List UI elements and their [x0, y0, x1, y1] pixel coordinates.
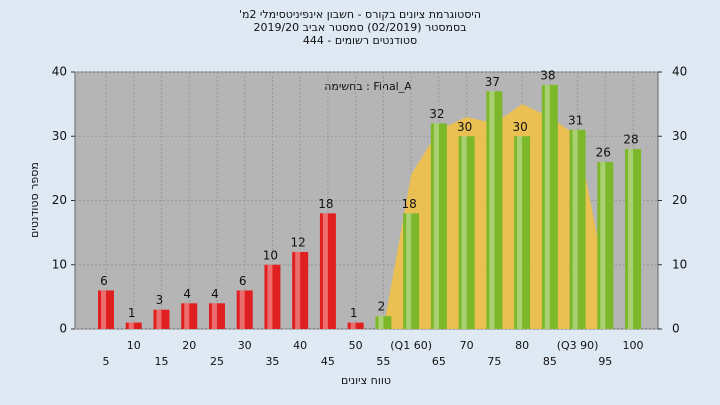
y-tick-label: 20 [52, 193, 67, 207]
y-tick-label: 30 [52, 129, 67, 143]
bar-shine [267, 264, 273, 329]
y2-tick-label: 10 [672, 257, 687, 271]
x-tick-label: 95 [598, 355, 612, 368]
value-label: 2 [378, 300, 386, 314]
value-label: 18 [318, 197, 333, 211]
bar-shine [489, 91, 495, 330]
bar-shine [239, 290, 245, 329]
x-tick-label: 35 [265, 355, 279, 368]
bar-shine [184, 303, 190, 329]
x-tick-label: 45 [321, 355, 335, 368]
bar-shine [350, 322, 356, 329]
bar-shine [378, 316, 384, 329]
bar [375, 316, 392, 329]
bar-shine [211, 303, 217, 329]
bar-shine [322, 213, 328, 329]
bar-shine [128, 322, 134, 329]
chart-subtitle: בסמסטר (02/2019) סמסטר אביב 2019/20 [253, 21, 466, 34]
y2-tick-label: 0 [672, 322, 680, 336]
x-tick-label: 50 [349, 339, 363, 352]
value-label: 10 [263, 248, 278, 262]
bar [98, 290, 114, 329]
bar-shine [628, 149, 634, 329]
value-label: 32 [429, 107, 444, 121]
bar [597, 161, 614, 329]
x-tick-label: 75 [487, 355, 501, 368]
bar [486, 91, 503, 330]
x-tick-label: 55 [376, 355, 390, 368]
x-tick-label: 100 [623, 339, 644, 352]
y-axis-label: מספר סטודנטים [28, 162, 41, 238]
bar-shine [156, 309, 162, 329]
bar-shine [406, 213, 412, 329]
value-label: 1 [128, 306, 136, 320]
bar [181, 303, 198, 329]
value-label: 6 [100, 274, 108, 288]
bar [625, 149, 642, 329]
x-tick-label: (Q1 60) [390, 339, 432, 352]
x-tick-label: 25 [210, 355, 224, 368]
annotation: בחשימה : Final_A [324, 80, 412, 93]
bar-shine [295, 251, 301, 329]
y-tick-label: 10 [52, 257, 67, 271]
bar [403, 213, 420, 329]
bar [236, 290, 253, 329]
value-label: 30 [512, 120, 527, 134]
bar [264, 264, 281, 329]
value-label: 4 [183, 287, 191, 301]
y-tick-label: 0 [59, 322, 67, 336]
bar-shine [461, 136, 467, 329]
value-label: 18 [401, 197, 416, 211]
bar [430, 123, 447, 330]
bar-shine [517, 136, 523, 329]
x-tick-label: 20 [182, 339, 196, 352]
chart-subtitle: סטודנטים רשומים - 444 [303, 34, 417, 47]
bar [514, 136, 531, 329]
x-tick-label: (Q3 90) [557, 339, 599, 352]
bar-shine [600, 161, 606, 329]
bar [569, 129, 586, 329]
chart-title: היסטוגרמת ציונים בקורס - חשבון אינפיניטס… [239, 8, 481, 21]
bar [208, 303, 225, 329]
bar [541, 84, 558, 329]
bar [292, 251, 309, 329]
value-label: 28 [623, 133, 638, 147]
x-tick-label: 85 [543, 355, 557, 368]
x-tick-label: 65 [432, 355, 446, 368]
value-label: 38 [540, 68, 555, 82]
bar-shine [101, 290, 106, 329]
x-axis-label: טווח ציונים [341, 374, 391, 387]
value-label: 1 [350, 306, 358, 320]
y2-tick-label: 40 [672, 65, 687, 79]
x-tick-label: 40 [293, 339, 307, 352]
x-tick-label: 5 [103, 355, 110, 368]
value-label: 3 [156, 293, 164, 307]
y-tick-label: 40 [52, 65, 67, 79]
bar [125, 322, 142, 329]
value-label: 12 [291, 235, 306, 249]
bar-shine [433, 123, 439, 330]
x-tick-label: 70 [460, 339, 474, 352]
bar-shine [544, 84, 550, 329]
bar [319, 213, 336, 329]
value-label: 30 [457, 120, 472, 134]
value-label: 6 [239, 274, 247, 288]
bar [458, 136, 475, 329]
value-label: 31 [568, 113, 583, 127]
x-tick-label: 10 [127, 339, 141, 352]
x-tick-label: 15 [154, 355, 168, 368]
value-label: 26 [596, 145, 611, 159]
value-label: 4 [211, 287, 219, 301]
bar-shine [572, 129, 578, 329]
bar [347, 322, 364, 329]
x-tick-label: 80 [515, 339, 529, 352]
x-tick-label: 30 [238, 339, 252, 352]
y2-tick-label: 30 [672, 129, 687, 143]
bar [153, 309, 170, 329]
y2-tick-label: 20 [672, 193, 687, 207]
value-label: 37 [485, 75, 500, 89]
